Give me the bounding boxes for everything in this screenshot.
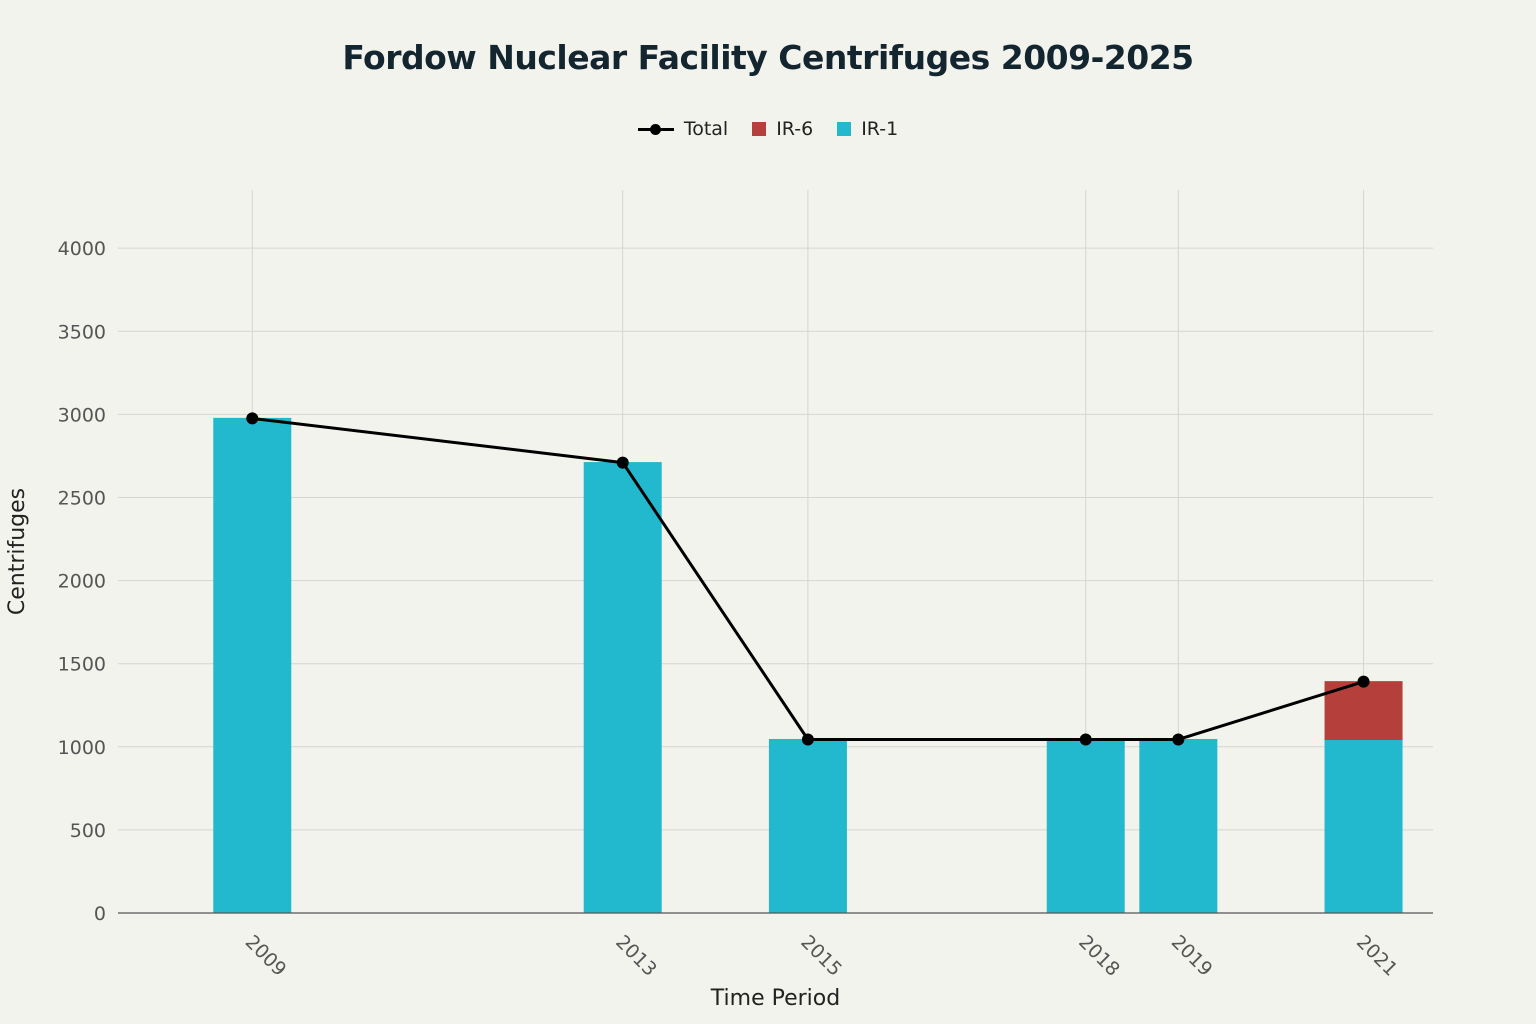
y-tick-label: 3000 <box>58 404 106 426</box>
total-point <box>1172 733 1185 746</box>
legend-line-marker-icon <box>637 121 674 137</box>
legend-item-ir6[interactable]: IR-6 <box>752 118 813 140</box>
legend-label-ir6: IR-6 <box>776 118 814 140</box>
x-tick-label: 2013 <box>611 931 661 981</box>
legend-label-total: Total <box>683 118 729 140</box>
y-tick-label: 4000 <box>58 238 106 260</box>
x-axis-title: Time Period <box>710 986 840 1011</box>
y-tick-label: 0 <box>94 903 106 925</box>
y-tick-label: 1500 <box>58 654 106 676</box>
x-tick-label: 2021 <box>1352 931 1402 981</box>
line-layer <box>246 412 1370 746</box>
y-tick-label: 3500 <box>58 321 106 343</box>
y-tick-label: 2000 <box>58 571 106 593</box>
legend-item-ir1[interactable]: IR-1 <box>837 118 898 140</box>
bar-ir-1 <box>583 462 662 914</box>
total-point <box>616 456 629 469</box>
bar-ir-1 <box>1324 738 1403 914</box>
legend: Total IR-6 IR-1 <box>0 118 1536 140</box>
bar-ir-1 <box>1139 738 1218 914</box>
bar-ir-1 <box>213 417 292 914</box>
chart-title: Fordow Nuclear Facility Centrifuges 2009… <box>342 38 1194 77</box>
x-tick-label: 2009 <box>241 931 291 981</box>
legend-label-ir1: IR-1 <box>861 118 899 140</box>
y-tick-label: 500 <box>70 820 106 842</box>
total-point <box>246 412 259 425</box>
y-axis-title: Centrifuges <box>5 488 30 615</box>
total-point <box>801 733 814 746</box>
y-tick-label: 1000 <box>58 737 106 759</box>
total-line <box>252 416 1364 741</box>
legend-swatch-ir1-icon <box>837 122 852 136</box>
bar-layer <box>213 417 1403 914</box>
bar-ir-6 <box>1324 681 1403 740</box>
legend-swatch-ir6-icon <box>752 122 767 136</box>
x-tick-label: 2015 <box>796 931 846 981</box>
bar-ir-1 <box>768 738 847 914</box>
x-tick-label: 2018 <box>1074 931 1124 981</box>
total-point <box>1357 675 1370 688</box>
x-tick-label: 2019 <box>1167 931 1217 981</box>
y-tick-label: 2500 <box>58 487 106 509</box>
total-point <box>1079 733 1092 746</box>
bar-ir-1 <box>1046 738 1125 914</box>
legend-item-total[interactable]: Total <box>637 118 729 140</box>
